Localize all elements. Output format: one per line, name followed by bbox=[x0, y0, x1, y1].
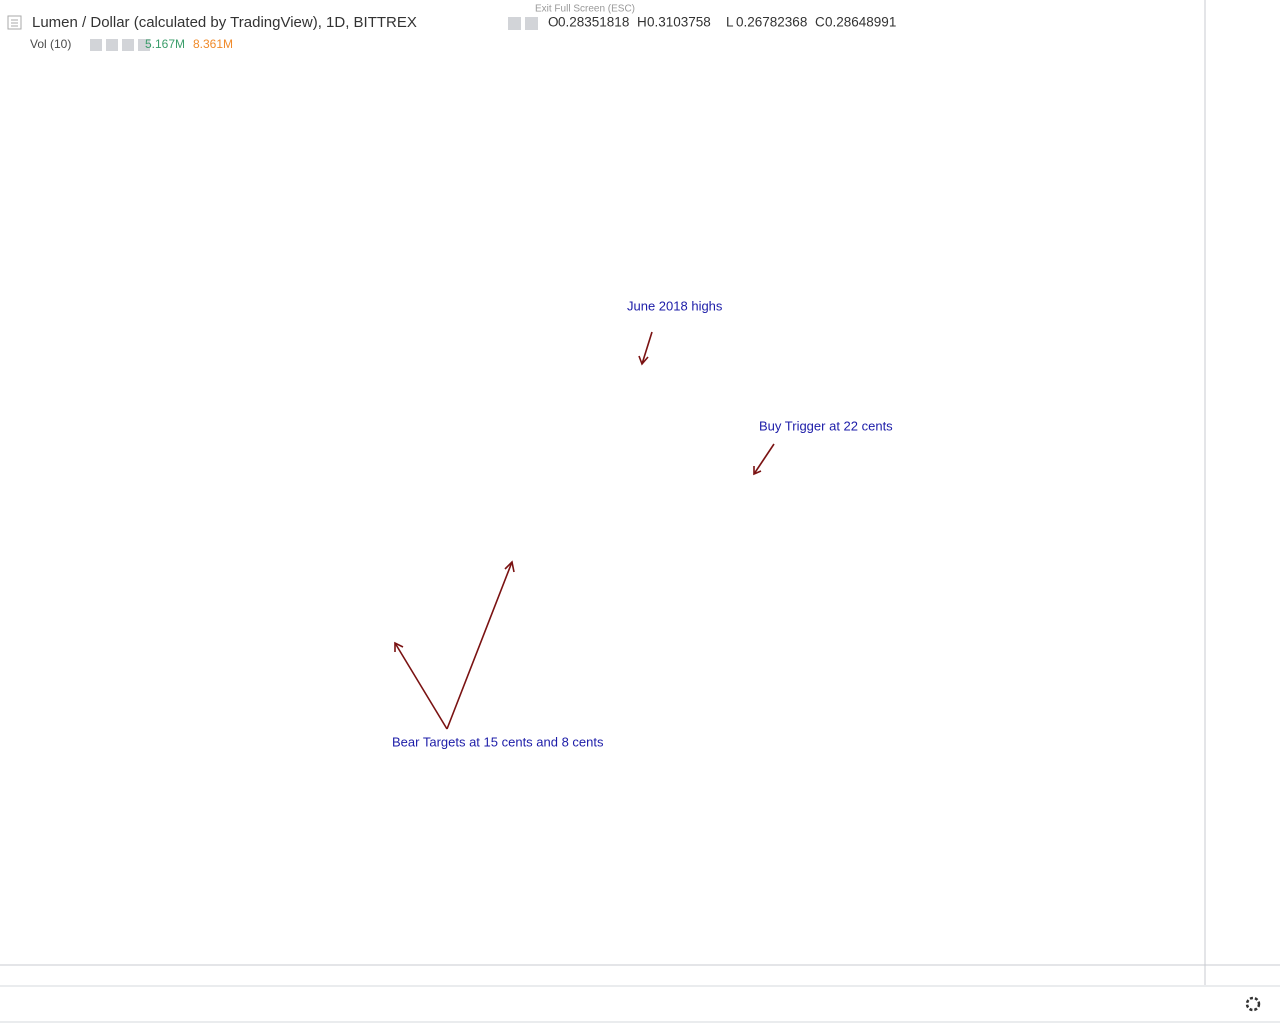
ohlc-value: 0.3103758 bbox=[647, 15, 711, 30]
arrow-head bbox=[638, 355, 649, 366]
drawings bbox=[394, 331, 775, 730]
arrow bbox=[753, 443, 775, 475]
settings-icon[interactable] bbox=[138, 39, 150, 51]
settings-gear[interactable] bbox=[1245, 996, 1261, 1012]
arrow-head bbox=[394, 641, 404, 652]
arrows bbox=[394, 331, 775, 730]
arrow bbox=[446, 561, 513, 730]
ohlc-value: 0.28351818 bbox=[558, 15, 629, 30]
arrow-head bbox=[504, 560, 515, 573]
annotation: Bear Targets at 15 cents and 8 cents bbox=[392, 734, 604, 749]
settings-icon[interactable] bbox=[106, 39, 118, 51]
annotation: June 2018 highs bbox=[627, 298, 723, 313]
arrow bbox=[641, 331, 653, 365]
ohlc-letter: O bbox=[548, 15, 559, 30]
ohlc-value: 0.28648991 bbox=[825, 15, 896, 30]
collapse-icon[interactable] bbox=[7, 15, 22, 30]
exit-hint[interactable]: Exit Full Screen (ESC) bbox=[535, 4, 635, 15]
settings-icon[interactable] bbox=[525, 17, 538, 30]
arrow bbox=[394, 642, 448, 730]
toolbar bbox=[1245, 996, 1261, 1012]
settings-icon[interactable] bbox=[508, 17, 521, 30]
ohlc-value: 0.26782368 bbox=[736, 15, 807, 30]
ohlc-letter: H bbox=[637, 15, 647, 30]
annotations: June 2018 highs Buy Trigger at 22 cents … bbox=[392, 298, 893, 749]
volume-label: Vol (10) bbox=[30, 37, 71, 51]
ohlc-letter: L bbox=[726, 15, 734, 30]
settings-icon[interactable] bbox=[122, 39, 134, 51]
volume-ma-value: 8.361M bbox=[193, 37, 233, 51]
chart-title: Lumen / Dollar (calculated by TradingVie… bbox=[32, 14, 417, 31]
volume-value: 5.167M bbox=[145, 37, 185, 51]
settings-icon[interactable] bbox=[90, 39, 102, 51]
header: Lumen / Dollar (calculated by TradingVie… bbox=[7, 4, 635, 51]
arrow-head bbox=[753, 466, 762, 476]
ohlc-letter: C bbox=[815, 15, 825, 30]
annotation: Buy Trigger at 22 cents bbox=[759, 418, 893, 433]
